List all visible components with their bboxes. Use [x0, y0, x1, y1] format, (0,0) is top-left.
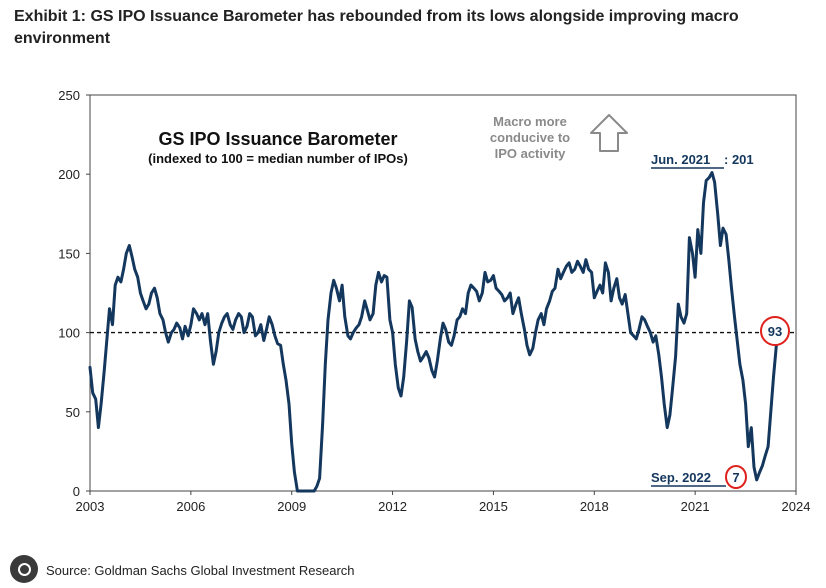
x-tick-label: 2003	[76, 499, 105, 514]
y-tick-label: 100	[58, 326, 80, 341]
y-tick-label: 250	[58, 88, 80, 103]
latest-value: 93	[768, 324, 782, 339]
x-tick-label: 2012	[378, 499, 407, 514]
x-tick-label: 2006	[176, 499, 205, 514]
x-tick-label: 2024	[782, 499, 811, 514]
axes-layer: 0 50 100 150 200 250 2003 2006 2009 2012 2015 2018 2…	[58, 88, 810, 514]
barometer-series-line	[88, 171, 778, 493]
trough-label-date: Sep. 2022	[651, 470, 711, 485]
chart-subtitle: (indexed to 100 = median number of IPOs)	[148, 151, 408, 166]
y-tick-label: 150	[58, 246, 80, 261]
x-tick-label: 2018	[580, 499, 609, 514]
y-tick-label: 50	[66, 405, 80, 420]
macro-note-line: conducive to	[490, 130, 570, 145]
peak-label-date: Jun. 2021	[651, 152, 710, 167]
annotation-layer: GS IPO Issuance Barometer (indexed to 100…	[148, 114, 790, 489]
x-tick-label: 2009	[277, 499, 306, 514]
y-tick-label: 200	[58, 167, 80, 182]
macro-note-line: Macro more	[493, 114, 567, 129]
macro-note-line: IPO activity	[495, 146, 567, 161]
source-note: Source: Goldman Sachs Global Investment …	[46, 563, 355, 578]
series-layer	[88, 171, 778, 493]
peak-label-value: : 201	[724, 152, 754, 167]
y-tick-label: 0	[73, 484, 80, 499]
exhibit-title: Exhibit 1: GS IPO Issuance Barometer has…	[14, 8, 739, 47]
trough-value: 7	[732, 470, 739, 485]
up-arrow-icon	[590, 114, 628, 152]
x-tick-label: 2015	[479, 499, 508, 514]
source-logo-icon	[10, 555, 38, 583]
x-tick-label: 2021	[681, 499, 710, 514]
plot-frame	[89, 94, 797, 492]
latest-highlight-circle	[760, 316, 790, 346]
chart-title: GS IPO Issuance Barometer	[158, 129, 397, 149]
trough-highlight-circle	[725, 465, 747, 489]
